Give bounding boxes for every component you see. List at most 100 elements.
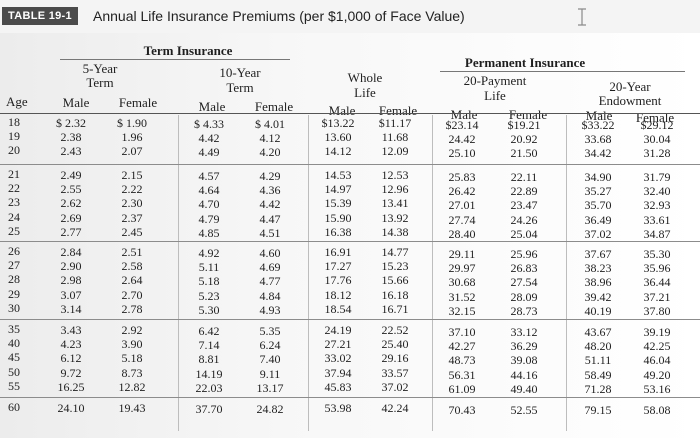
term5-male-premium-cell: 2.62 bbox=[60, 196, 82, 211]
pay20-female-premium-cell: 22.89 bbox=[510, 184, 538, 199]
age-cell: 35 bbox=[8, 322, 20, 336]
pay20-female-premium-cell: 49.40 bbox=[510, 381, 538, 396]
term5-female-premium-cell: 2.70 bbox=[121, 287, 143, 302]
pay20-female-premium-cell: 25.04 bbox=[510, 226, 538, 241]
term5-female-premium-cell: 2.92 bbox=[121, 323, 143, 337]
whole-male-premium-cell: 24.19 bbox=[324, 323, 352, 337]
col-term10-male-header: Male bbox=[198, 99, 226, 114]
endow20-female-premium-cell: 37.80 bbox=[643, 303, 671, 318]
table-header-bar: TABLE 19-1 Annual Life Insurance Premium… bbox=[0, 0, 700, 34]
term5-male-premium-cell: 4.23 bbox=[60, 337, 82, 352]
term5-male-premium-cell: 2.98 bbox=[60, 273, 82, 288]
term5-male-premium-cell: 2.90 bbox=[60, 259, 82, 274]
term5-female-premium-cell: 1.96 bbox=[121, 130, 143, 145]
pay20-male-premium-cell: 32.15 bbox=[448, 303, 476, 318]
term5-female-premium-cell: 2.22 bbox=[121, 182, 143, 197]
term5-female-premium-cell: 12.82 bbox=[118, 379, 146, 394]
whole-female-premium-cell: 16.71 bbox=[381, 301, 409, 316]
age-cell: 25 bbox=[8, 223, 20, 238]
pay20-male-premium-cell: 29.97 bbox=[448, 261, 476, 276]
col-term5-female-header: Female bbox=[118, 95, 158, 110]
endow20-male-premium-cell: 51.11 bbox=[584, 353, 612, 368]
age-cell: 55 bbox=[8, 378, 20, 393]
endow20-female-premium-cell: 34.87 bbox=[643, 226, 671, 241]
age-cell: 20 bbox=[8, 143, 20, 158]
term10-female-premium-cell: 4.69 bbox=[259, 260, 281, 275]
age-cell: 29 bbox=[8, 286, 20, 301]
table-title: Annual Life Insurance Premiums (per $1,0… bbox=[93, 8, 465, 24]
term10-male-premium-cell: 22.03 bbox=[195, 380, 223, 395]
pay20-male-premium-cell: $23.14 bbox=[445, 118, 479, 132]
col-term10-female-header: Female bbox=[254, 99, 294, 114]
whole-female-premium-cell: 42.24 bbox=[381, 401, 409, 415]
pay20-female-premium-cell: 28.09 bbox=[510, 289, 538, 304]
age-cell: 18 bbox=[8, 115, 20, 129]
endow20-female-premium-cell: 35.30 bbox=[643, 247, 671, 261]
term5-heading-line2: Term bbox=[86, 75, 114, 90]
whole-male-premium-cell: 15.90 bbox=[324, 210, 352, 225]
pay20-heading-line2: Life bbox=[484, 88, 506, 103]
term10-male-premium-cell: 4.70 bbox=[198, 197, 220, 212]
endow20-male-premium-cell: 35.27 bbox=[584, 184, 612, 199]
term10-female-premium-cell: $ 4.01 bbox=[255, 117, 285, 131]
endow20-female-premium-cell: 39.19 bbox=[643, 325, 671, 339]
age-cell: 19 bbox=[8, 129, 20, 144]
endow20-female-premium-cell: 37.21 bbox=[643, 289, 671, 304]
term5-male-premium-cell: 3.07 bbox=[60, 287, 82, 302]
term5-male-premium-cell: 2.69 bbox=[60, 210, 82, 225]
col-pay20-male-header: Male bbox=[450, 107, 478, 122]
endow20-female-premium-cell: 31.79 bbox=[643, 170, 671, 184]
whole-male-premium-cell: 17.76 bbox=[324, 273, 352, 288]
pay20-male-premium-cell: 70.43 bbox=[448, 403, 476, 417]
term10-heading-line1: 10-Year bbox=[219, 65, 261, 80]
endow20-female-premium-cell: 31.28 bbox=[643, 146, 671, 161]
endow20-female-premium-cell: 33.61 bbox=[643, 212, 671, 227]
term5-female-premium-cell: 2.64 bbox=[121, 273, 143, 288]
whole-male-premium-cell: 17.27 bbox=[324, 259, 352, 274]
age-cell: 23 bbox=[8, 195, 20, 210]
table-number-tag: TABLE 19-1 bbox=[2, 7, 78, 25]
pay20-female-premium-cell: 22.11 bbox=[510, 170, 538, 184]
term5-female-premium-cell: 2.37 bbox=[121, 210, 143, 225]
endow20-male-premium-cell: 34.42 bbox=[584, 146, 612, 161]
scanned-table-page bbox=[0, 33, 700, 438]
age-cell: 30 bbox=[8, 300, 20, 315]
term10-heading-line2: Term bbox=[226, 80, 254, 95]
pay20-female-premium-cell: 23.47 bbox=[510, 198, 538, 213]
age-cell: 50 bbox=[8, 364, 20, 379]
term10-female-premium-cell: 4.77 bbox=[259, 274, 281, 289]
block-divider-rule bbox=[0, 319, 700, 320]
col-age-header: Age bbox=[6, 94, 28, 109]
pay20-male-premium-cell: 25.83 bbox=[448, 170, 476, 184]
term10-male-premium-cell: 4.92 bbox=[198, 246, 220, 260]
term10-female-premium-cell: 4.60 bbox=[259, 246, 281, 260]
endow20-female-premium-cell: 36.44 bbox=[643, 275, 671, 290]
whole-male-premium-cell: $13.22 bbox=[321, 116, 355, 130]
endow20-female-premium-cell: 32.40 bbox=[643, 184, 671, 199]
term5-female-premium-cell: 19.43 bbox=[118, 401, 146, 415]
pay20-female-premium-cell: $19.21 bbox=[507, 118, 541, 132]
whole-male-premium-cell: 14.97 bbox=[324, 182, 352, 197]
endow20-female-premium-cell: 30.04 bbox=[643, 132, 671, 147]
pay20-female-premium-cell: 20.92 bbox=[510, 132, 538, 147]
pay20-female-premium-cell: 39.08 bbox=[510, 353, 538, 368]
term5-male-premium-cell: 3.43 bbox=[60, 323, 82, 337]
whole-male-premium-cell: 14.53 bbox=[324, 168, 352, 182]
permanent-heading-rule bbox=[440, 71, 685, 72]
whole-male-premium-cell: 15.39 bbox=[324, 196, 352, 211]
endow20-male-premium-cell: 79.15 bbox=[584, 403, 612, 417]
pay20-male-premium-cell: 56.31 bbox=[448, 367, 476, 382]
whole-female-premium-cell: 15.66 bbox=[381, 273, 409, 288]
pay20-heading-line1: 20-Payment bbox=[463, 73, 527, 88]
pay20-male-premium-cell: 25.10 bbox=[448, 146, 476, 161]
pay20-female-premium-cell: 44.16 bbox=[510, 367, 538, 382]
term5-male-premium-cell: 2.49 bbox=[60, 168, 82, 182]
pay20-male-premium-cell: 29.11 bbox=[448, 247, 476, 261]
age-cell: 60 bbox=[8, 400, 20, 414]
endow20-female-premium-cell: 42.25 bbox=[643, 339, 671, 354]
endow20-female-premium-cell: 53.16 bbox=[643, 381, 671, 396]
pay20-female-premium-cell: 24.26 bbox=[510, 212, 538, 227]
term10-male-premium-cell: 4.79 bbox=[198, 211, 220, 226]
whole-female-premium-cell: 12.09 bbox=[381, 144, 409, 159]
col-pay20-female-header: Female bbox=[508, 107, 548, 122]
